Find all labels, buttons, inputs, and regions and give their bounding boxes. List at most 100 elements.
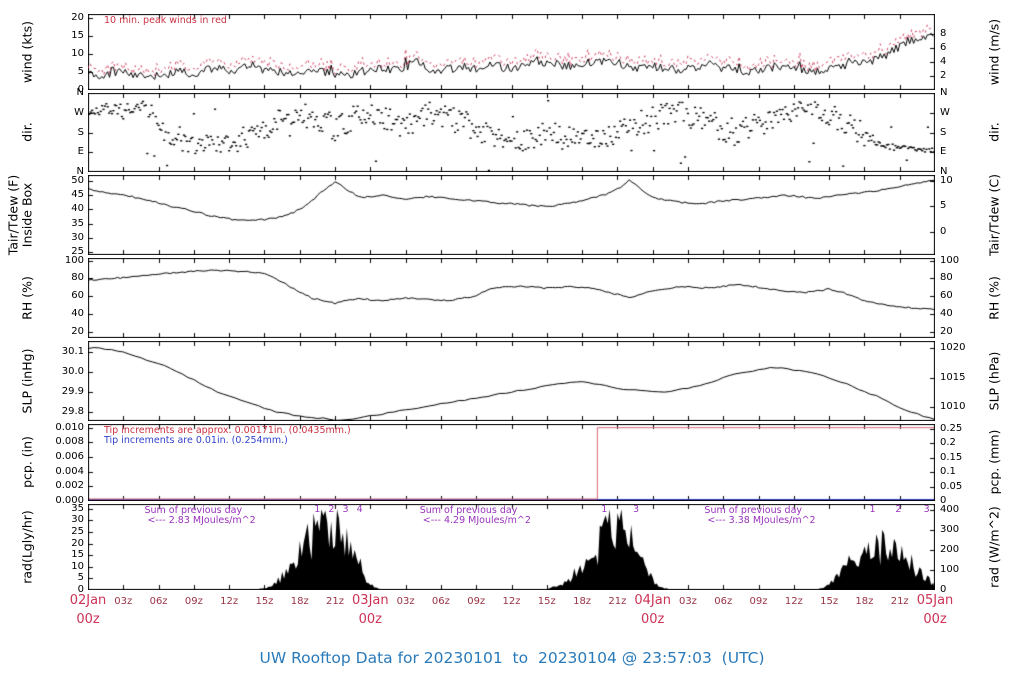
x-hour-label: 18z [855, 596, 874, 607]
pcp-tip-note-red: Tip increments are approx. 0.00171in. (0… [104, 425, 351, 436]
rad-peak-marker: 1 [869, 504, 876, 515]
pcp-tip-note-blue: Tip increments are 0.01in. (0.254mm.) [104, 435, 288, 446]
y-tick-label: 5 [77, 572, 84, 584]
y-tick-label: 0.05 [940, 480, 963, 492]
y-tick-label: 0.008 [55, 436, 84, 448]
y-tick-label: 0.002 [55, 480, 84, 492]
direction-right-axis-title: dir. [986, 122, 1002, 142]
x-hour-label: 21z [890, 596, 909, 607]
rad-peak-marker: 3 [342, 504, 349, 515]
x-hour-label: 06z [714, 596, 733, 607]
y-tick-label: 45 [71, 189, 84, 200]
temp-left-axis-title: Tair/Tdew (F) [5, 174, 21, 256]
x-hour-label: 06z [149, 596, 168, 607]
y-tick-label: 20 [71, 537, 84, 549]
x-hour-label: 03z [396, 596, 415, 607]
y-tick-label: 10 [940, 174, 953, 186]
y-tick-label: 30 [71, 231, 84, 243]
y-tick-label: 5 [77, 65, 84, 77]
radiation-panel-canvas [88, 504, 935, 590]
y-tick-label: 40 [940, 308, 953, 319]
wind-left-axis-title: wind (kts) [19, 21, 35, 83]
slp-right-axis-title: SLP (hPa) [986, 351, 1002, 411]
rad-peak-marker: 2 [895, 504, 902, 515]
y-tick-label: 30.1 [61, 346, 84, 357]
y-tick-label: 300 [940, 524, 960, 536]
y-tick-label: N [940, 87, 948, 98]
figure-title: UW Rooftop Data for 20230101 to 20230104… [259, 649, 765, 667]
wind-direction-panel-canvas [88, 93, 935, 172]
x-hour-label: 15z [820, 596, 839, 607]
x-day-label: 03Jan [352, 593, 389, 608]
y-tick-label: 50 [71, 174, 84, 186]
x-hour-label: 09z [467, 596, 486, 607]
y-tick-label: 0.25 [940, 422, 963, 434]
x-hour-label: 18z [573, 596, 592, 607]
x-day-label: 02Jan [69, 593, 107, 608]
x-hour-label: 15z [255, 596, 274, 607]
y-tick-label: N [76, 166, 84, 177]
y-tick-label: 10 [71, 47, 84, 59]
y-tick-label: 40 [71, 203, 84, 215]
wind-right-axis-title: wind (m/s) [986, 18, 1002, 86]
y-tick-label: 0.2 [940, 437, 956, 449]
y-tick-label: 20 [940, 325, 953, 337]
rad-left-axis-title: rad(Lgly/hr) [19, 510, 35, 584]
rad-right-axis-title: rad (W/m^2) [986, 506, 1002, 588]
rad-sum-annotation-line1: Sum of previous day [144, 505, 243, 516]
y-tick-label: 60 [71, 290, 84, 302]
rad-peak-marker: 3 [923, 504, 930, 515]
x-hour-label: 06z [431, 596, 450, 607]
pressure-panel-canvas [88, 341, 935, 421]
temperature-panel-canvas [88, 175, 935, 255]
y-tick-label: 0 [940, 495, 947, 506]
rad-sum-annotation-line1: Sum of previous day [419, 505, 518, 516]
y-tick-label: 8 [940, 27, 947, 39]
rad-sum-annotation-line2: <--- 3.38 MJoules/m^2 [707, 515, 816, 526]
y-tick-label: 30 [71, 514, 84, 526]
temp-left-axis-subtitle: Inside Box [19, 182, 35, 248]
y-tick-label: 80 [71, 272, 84, 284]
x-hour-label: 03z [678, 596, 697, 607]
rad-peak-marker: 4 [356, 504, 363, 515]
y-tick-label: E [940, 146, 947, 158]
y-tick-label: 40 [71, 308, 84, 319]
y-tick-label: 0 [77, 584, 84, 595]
rad-peak-marker: 2 [328, 504, 335, 515]
y-tick-label: 35 [71, 502, 84, 514]
y-tick-label: 4 [940, 55, 947, 67]
temp-right-axis-title: Tair/Tdew (C) [986, 174, 1002, 256]
y-tick-label: 0.010 [55, 421, 84, 433]
x-hour-label: 21z [608, 596, 627, 607]
y-tick-label: 15 [71, 549, 84, 561]
y-tick-label: 100 [940, 564, 960, 575]
y-tick-label: 25 [71, 246, 84, 258]
y-tick-label: 0 [940, 584, 947, 595]
y-tick-label: 0.004 [55, 465, 84, 477]
y-tick-label: 29.9 [61, 386, 84, 397]
y-tick-label: 10 [71, 560, 84, 572]
x-hour-label: 09z [749, 596, 768, 607]
y-tick-label: 0 [940, 226, 947, 238]
precipitation-panel-canvas [88, 424, 935, 501]
x-hour-label: 03z [114, 596, 133, 607]
rad-sum-annotation-line2: <--- 4.29 MJoules/m^2 [422, 515, 531, 526]
y-tick-label: S [940, 126, 947, 138]
y-tick-label: 0.1 [940, 466, 956, 478]
rad-peak-marker: 3 [633, 504, 640, 515]
y-tick-label: 30.0 [61, 366, 84, 377]
x-hour-label: 12z [784, 596, 803, 607]
y-tick-label: 29.8 [61, 406, 84, 417]
pcp-right-axis-title: pcp. (mm) [986, 429, 1002, 495]
y-tick-label: 1015 [940, 371, 966, 383]
y-tick-label: 1020 [940, 342, 966, 353]
wind-peak-note: 10 min. peak winds in red [104, 15, 227, 26]
y-tick-label: N [76, 87, 84, 98]
slp-left-axis-title: SLP (inHg) [19, 348, 35, 414]
pcp-left-axis-title: pcp. (in) [19, 436, 35, 488]
y-tick-label: 100 [64, 254, 84, 266]
x-hour-label: 09z [184, 596, 203, 607]
y-tick-label: 200 [940, 544, 960, 556]
rad-sum-annotation-line2: <--- 2.83 MJoules/m^2 [147, 515, 256, 526]
